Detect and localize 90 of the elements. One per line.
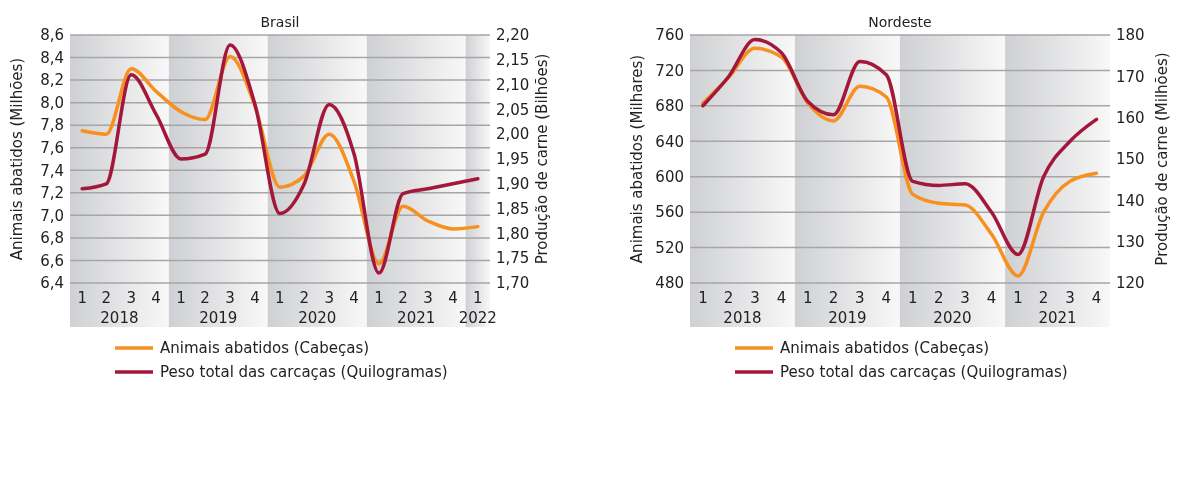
y-tick-label: 480 [655,274,684,293]
x-tick-label: 1 [77,289,87,307]
y2-tick-label: 140 [1116,191,1145,210]
x-tick-label: 3 [423,289,433,307]
y-tick-label: 680 [655,97,684,116]
x-tick-label: 4 [151,289,161,307]
band-label: 2020 [298,309,337,327]
x-tick-label: 2 [299,289,310,307]
x-tick-label: 4 [349,289,359,307]
y2-tick-label: 130 [1116,232,1145,251]
x-tick-label: 2 [828,289,839,307]
band-label: 2019 [199,309,238,327]
y-tick-label: 8,2 [40,71,64,90]
y2-tick-label: 160 [1116,108,1145,127]
x-tick-label: 1 [908,289,918,307]
x-tick-label: 2 [101,289,112,307]
y2-axis-title: Produção de carne (Bilhões) [533,53,551,265]
band-label: 2018 [723,309,762,327]
y2-tick-label: 150 [1116,150,1145,169]
x-tick-label: 4 [986,289,997,307]
y-tick-label: 600 [655,167,684,186]
legend-label: Animais abatidos (Cabeças) [160,339,370,358]
y-tick-label: 8,0 [40,93,64,112]
y-tick-label: 6,8 [40,229,64,248]
chart-title: Nordeste [868,14,932,30]
y2-tick-label: 1,95 [496,150,530,169]
x-tick-label: 1 [698,289,708,307]
y-tick-label: 7,8 [40,116,64,135]
band-label: 2021 [1038,309,1077,327]
y2-tick-label: 180 [1116,26,1145,45]
y2-tick-label: 2,10 [496,75,530,94]
y-tick-label: 8,4 [40,48,64,67]
x-tick-label: 2 [723,289,734,307]
y2-tick-label: 120 [1116,274,1145,293]
chart-title: Brasil [260,14,300,30]
y2-tick-label: 1,85 [496,199,530,218]
x-tick-label: 3 [1065,289,1075,307]
y-tick-label: 8,6 [40,26,64,45]
y2-axis-title: Produção de carne (Milhões) [1153,52,1171,266]
x-tick-label: 1 [803,289,813,307]
x-tick-label: 4 [250,289,260,307]
y-tick-label: 520 [655,238,684,257]
y-tick-label: 7,0 [40,206,64,225]
y2-tick-label: 1,80 [496,224,530,243]
y2-tick-label: 2,15 [496,51,530,70]
y-tick-label: 720 [655,61,684,80]
y-axis-title: Animais abatidos (Milhões) [8,57,26,261]
x-tick-label: 3 [126,289,136,307]
x-tick-label: 4 [881,289,892,307]
x-tick-label: 4 [776,289,787,307]
y-tick-label: 6,6 [40,251,64,270]
band-label: 2018 [100,309,139,327]
band-label: 2021 [397,309,436,327]
y-tick-label: 7,6 [40,138,64,157]
x-tick-label: 2 [1038,289,1049,307]
x-tick-label: 3 [855,289,865,307]
x-tick-label: 2 [933,289,944,307]
x-tick-label: 3 [960,289,970,307]
y-tick-label: 6,4 [40,274,64,293]
x-tick-label: 1 [176,289,186,307]
y2-tick-label: 2,05 [496,100,530,119]
x-tick-label: 1 [275,289,285,307]
band-label: 2022 [458,309,497,327]
y2-tick-label: 2,20 [496,26,530,45]
legend-label: Peso total das carcaças (Quilogramas) [780,363,1068,382]
legend-label: Animais abatidos (Cabeças) [780,339,990,358]
y-tick-label: 760 [655,26,684,45]
x-tick-label: 3 [750,289,760,307]
y-tick-label: 7,2 [40,184,64,203]
y2-tick-label: 1,90 [496,175,530,194]
y2-tick-label: 2,00 [496,125,530,144]
y2-tick-label: 1,70 [496,274,530,293]
y2-tick-label: 1,75 [496,249,530,268]
y-tick-label: 7,4 [40,161,64,180]
x-tick-label: 2 [200,289,210,307]
y-tick-label: 640 [655,132,684,151]
band-label: 2019 [828,309,867,327]
x-tick-label: 4 [1091,289,1102,307]
legend-label: Peso total das carcaças (Quilogramas) [160,363,448,382]
x-tick-label: 1 [374,289,384,307]
x-tick-label: 3 [225,289,235,307]
x-tick-label: 2 [398,289,408,307]
y-tick-label: 560 [655,203,684,222]
y-axis-title: Animais abatidos (Milhares) [628,54,646,264]
x-tick-label: 1 [473,289,483,307]
x-tick-label: 4 [448,289,458,307]
y2-tick-label: 170 [1116,67,1145,86]
band-label: 2020 [933,309,972,327]
x-tick-label: 1 [1013,289,1023,307]
x-tick-label: 3 [324,289,334,307]
